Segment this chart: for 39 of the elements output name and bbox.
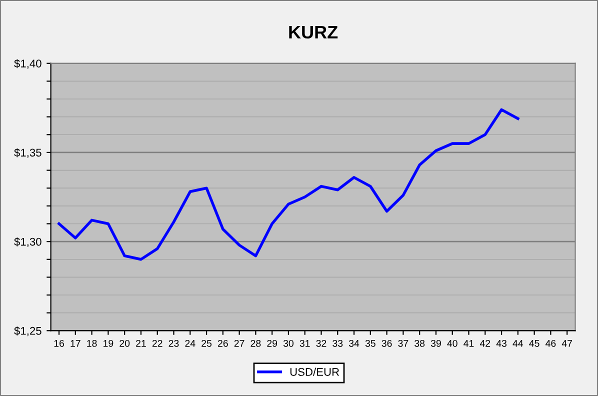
x-tick-label: 30: [283, 340, 294, 347]
x-tick-label: 33: [332, 340, 343, 347]
x-tick-label: 17: [70, 340, 80, 347]
x-tick-label: 43: [496, 340, 507, 347]
x-tick-label: 23: [168, 340, 179, 347]
x-tick-label: 21: [136, 340, 146, 347]
x-tick-label: 27: [234, 340, 244, 347]
x-tick-label: 42: [480, 340, 490, 347]
x-tick-label: 39: [430, 340, 441, 347]
x-tick-label: 44: [512, 340, 524, 347]
y-tick-label: $1,40: [14, 59, 42, 69]
x-tick-label: 45: [529, 340, 540, 347]
x-tick-label: 26: [218, 340, 228, 347]
x-tick-label: 38: [414, 340, 425, 347]
x-tick-label: 32: [316, 340, 326, 347]
chart-title: KURZ: [289, 26, 338, 39]
x-tick-label: 25: [202, 340, 212, 347]
x-tick-label: 24: [185, 340, 196, 347]
x-tick-label: 20: [120, 340, 130, 347]
y-tick-label: $1,35: [14, 148, 42, 158]
x-tick-label: 40: [447, 340, 458, 347]
x-tick-label: 47: [562, 340, 572, 347]
x-tick-label: 22: [152, 340, 162, 347]
x-tick-label: 29: [267, 340, 278, 347]
legend-label: USD/EUR: [290, 368, 340, 376]
x-tick-label: 41: [464, 340, 474, 347]
x-tick-label: 16: [54, 340, 64, 347]
x-tick-label: 31: [300, 340, 310, 347]
x-tick-label: 28: [250, 340, 261, 347]
x-tick-label: 34: [348, 340, 360, 347]
y-tick-label: $1,30: [14, 237, 42, 248]
x-tick-label: 35: [365, 340, 376, 347]
x-tick-label: 18: [87, 340, 97, 347]
x-tick-label: 37: [398, 340, 408, 347]
x-tick-label: 36: [382, 340, 392, 347]
x-tick-label: 19: [104, 340, 114, 347]
line-series: [58, 108, 520, 261]
x-tick-label: 46: [546, 340, 556, 347]
y-tick-label: $1,25: [14, 326, 42, 336]
